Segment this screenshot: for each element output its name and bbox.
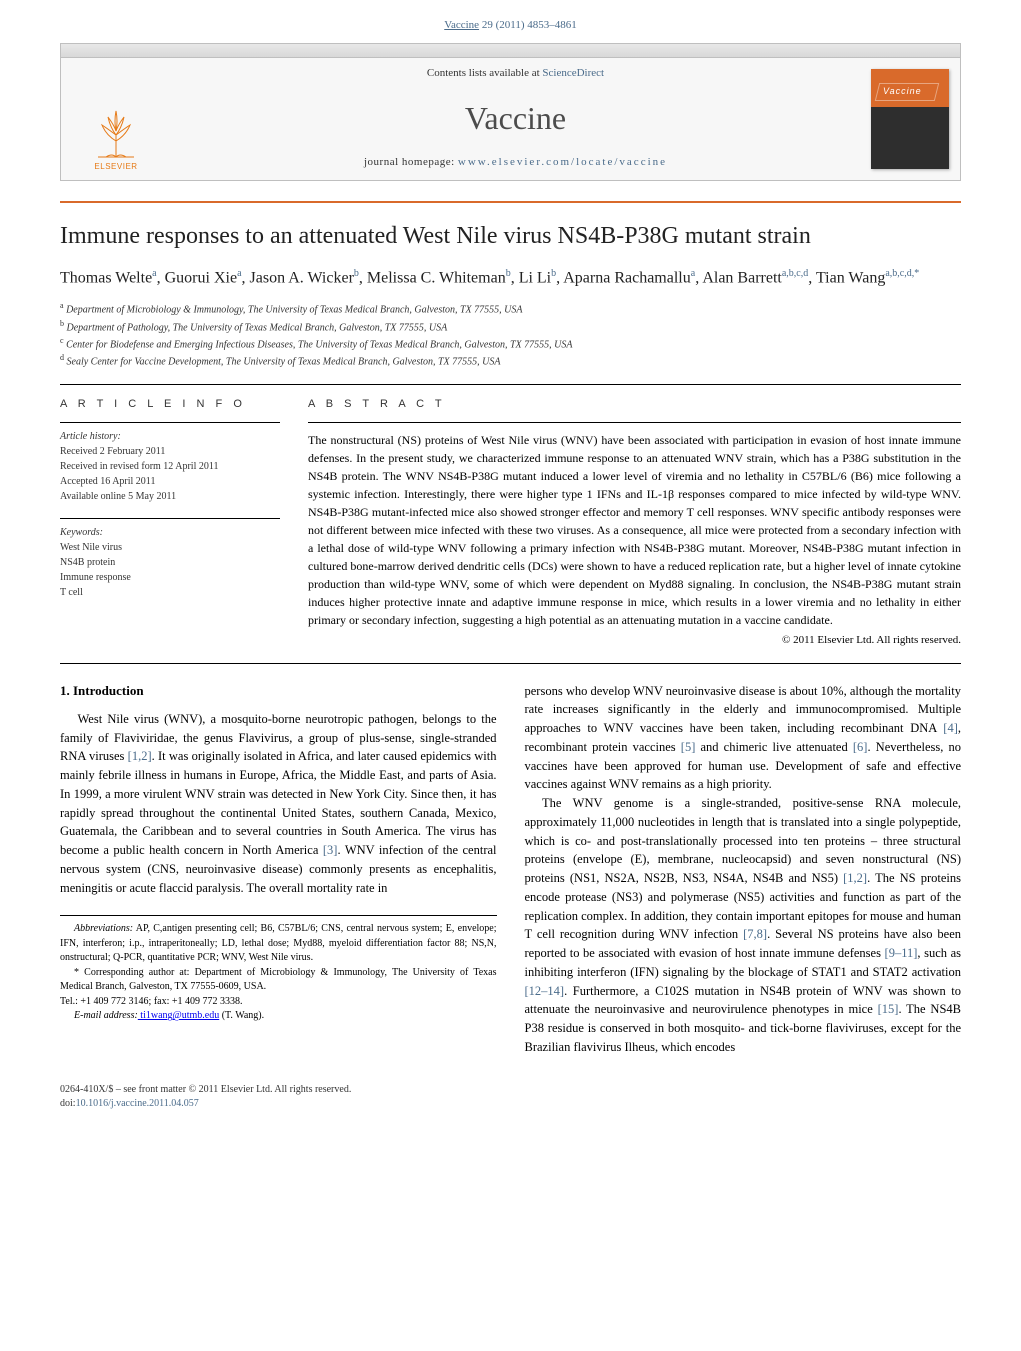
keywords-label: Keywords: bbox=[60, 525, 280, 540]
elsevier-logo: ELSEVIER bbox=[84, 102, 148, 172]
abstract-rule bbox=[308, 422, 961, 423]
affiliation-line: a Department of Microbiology & Immunolog… bbox=[60, 300, 961, 317]
publisher-name: ELSEVIER bbox=[94, 161, 137, 172]
keyword-line: West Nile virus bbox=[60, 540, 280, 555]
keyword-line: T cell bbox=[60, 585, 280, 600]
keywords-block: Keywords: West Nile virusNS4B proteinImm… bbox=[60, 525, 280, 600]
elsevier-tree-icon bbox=[92, 107, 140, 159]
history-line: Available online 5 May 2011 bbox=[60, 489, 280, 504]
header-citation: Vaccine 29 (2011) 4853–4861 bbox=[0, 0, 1021, 43]
journal-cover: Vaccine bbox=[871, 69, 949, 169]
banner-main: ELSEVIER Contents lists available at Sci… bbox=[61, 58, 960, 180]
footnotes: Abbreviations: AP, C,antigen presenting … bbox=[60, 915, 497, 1024]
affiliation-line: b Department of Pathology, The Universit… bbox=[60, 318, 961, 335]
keyword-lines: West Nile virusNS4B proteinImmune respon… bbox=[60, 540, 280, 600]
homepage-line: journal homepage: www.elsevier.com/locat… bbox=[171, 155, 860, 170]
doi-prefix: doi: bbox=[60, 1098, 76, 1109]
abbrev-label: Abbreviations: bbox=[74, 923, 133, 934]
article-history: Article history: Received 2 February 201… bbox=[60, 429, 280, 504]
history-lines: Received 2 February 2011Received in revi… bbox=[60, 444, 280, 504]
intro-p1: West Nile virus (WNV), a mosquito-borne … bbox=[60, 710, 497, 898]
publisher-logo-cell: ELSEVIER bbox=[61, 58, 171, 180]
article-info-heading: A R T I C L E I N F O bbox=[60, 397, 280, 412]
keyword-line: NS4B protein bbox=[60, 555, 280, 570]
history-label: Article history: bbox=[60, 429, 280, 444]
intro-p2: persons who develop WNV neuroinvasive di… bbox=[525, 682, 962, 795]
abbrev-footnote: Abbreviations: AP, C,antigen presenting … bbox=[60, 922, 497, 966]
doi-link[interactable]: 10.1016/j.vaccine.2011.04.057 bbox=[76, 1098, 199, 1109]
affiliation-line: d Sealy Center for Vaccine Development, … bbox=[60, 352, 961, 369]
history-line: Received 2 February 2011 bbox=[60, 444, 280, 459]
abstract-heading: A B S T R A C T bbox=[308, 397, 961, 412]
homepage-link[interactable]: www.elsevier.com/locate/vaccine bbox=[458, 156, 667, 168]
contents-prefix: Contents lists available at bbox=[427, 67, 542, 79]
corr-text: Corresponding author at: Department of M… bbox=[60, 967, 497, 993]
journal-cover-cell: Vaccine bbox=[860, 58, 960, 180]
intro-heading: 1. Introduction bbox=[60, 682, 497, 700]
footer-line1: 0264-410X/$ – see front matter © 2011 El… bbox=[60, 1083, 961, 1097]
rule-below-abstract bbox=[60, 663, 961, 664]
corresponding-footnote: * Corresponding author at: Department of… bbox=[60, 966, 497, 995]
email-who: (T. Wang). bbox=[219, 1010, 264, 1021]
abstract-text: The nonstructural (NS) proteins of West … bbox=[308, 431, 961, 629]
email-link[interactable]: ti1wang@utmb.edu bbox=[138, 1010, 219, 1021]
email-footnote: E-mail address: ti1wang@utmb.edu (T. Wan… bbox=[60, 1009, 497, 1024]
keyword-line: Immune response bbox=[60, 570, 280, 585]
banner-top-strip bbox=[61, 44, 960, 58]
journal-link[interactable]: Vaccine bbox=[444, 19, 479, 31]
article-info-column: A R T I C L E I N F O Article history: R… bbox=[60, 397, 280, 649]
tel-fax: Tel.: +1 409 772 3146; fax: +1 409 772 3… bbox=[60, 995, 497, 1010]
journal-name: Vaccine bbox=[171, 96, 860, 141]
banner-center: Contents lists available at ScienceDirec… bbox=[171, 58, 860, 180]
body-columns: 1. Introduction West Nile virus (WNV), a… bbox=[60, 682, 961, 1057]
intro-text-right: persons who develop WNV neuroinvasive di… bbox=[525, 682, 962, 1057]
cover-title: Vaccine bbox=[883, 85, 922, 98]
article-title: Immune responses to an attenuated West N… bbox=[60, 221, 961, 252]
sciencedirect-link[interactable]: ScienceDirect bbox=[542, 67, 604, 79]
history-line: Received in revised form 12 April 2011 bbox=[60, 459, 280, 474]
abstract-column: A B S T R A C T The nonstructural (NS) p… bbox=[308, 397, 961, 649]
abstract-copyright: © 2011 Elsevier Ltd. All rights reserved… bbox=[308, 633, 961, 648]
affiliations: a Department of Microbiology & Immunolog… bbox=[60, 300, 961, 369]
homepage-prefix: journal homepage: bbox=[364, 156, 458, 168]
citation-rest: 29 (2011) 4853–4861 bbox=[479, 19, 577, 31]
page-footer: 0264-410X/$ – see front matter © 2011 El… bbox=[60, 1083, 961, 1111]
info-abstract-row: A R T I C L E I N F O Article history: R… bbox=[60, 385, 961, 663]
journal-banner: ELSEVIER Contents lists available at Sci… bbox=[60, 43, 961, 181]
info-rule-1 bbox=[60, 422, 280, 423]
intro-text-left: West Nile virus (WNV), a mosquito-borne … bbox=[60, 710, 497, 898]
footer-doi: doi:10.1016/j.vaccine.2011.04.057 bbox=[60, 1097, 961, 1111]
intro-p3: The WNV genome is a single-stranded, pos… bbox=[525, 794, 962, 1057]
contents-line: Contents lists available at ScienceDirec… bbox=[171, 66, 860, 81]
history-line: Accepted 16 April 2011 bbox=[60, 474, 280, 489]
orange-rule bbox=[60, 201, 961, 203]
authors: Thomas Weltea, Guorui Xiea, Jason A. Wic… bbox=[60, 266, 961, 290]
info-rule-2 bbox=[60, 518, 280, 519]
email-label: E-mail address: bbox=[74, 1010, 138, 1021]
affiliation-line: c Center for Biodefense and Emerging Inf… bbox=[60, 335, 961, 352]
body-col-right: persons who develop WNV neuroinvasive di… bbox=[525, 682, 962, 1057]
body-col-left: 1. Introduction West Nile virus (WNV), a… bbox=[60, 682, 497, 1057]
